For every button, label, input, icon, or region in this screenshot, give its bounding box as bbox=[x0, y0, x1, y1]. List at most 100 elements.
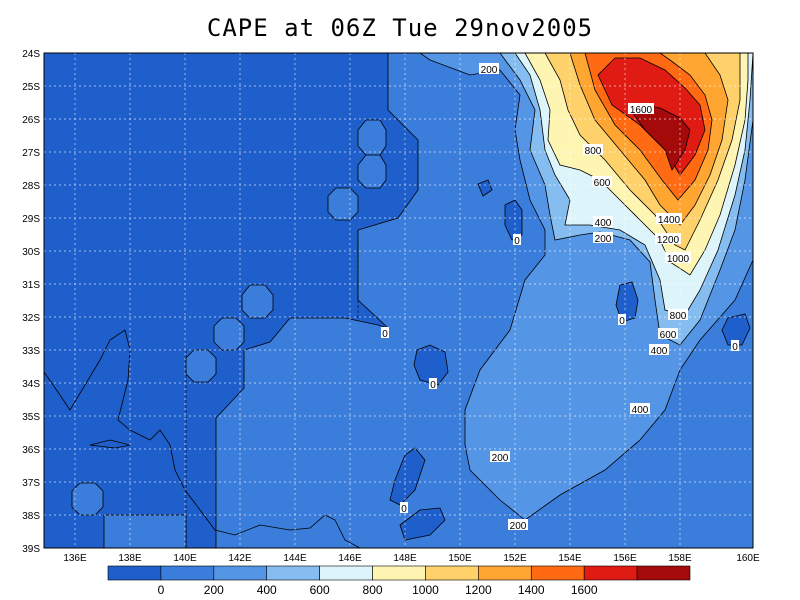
contour-label-bg bbox=[490, 451, 510, 462]
zero-contour-cell bbox=[389, 447, 426, 506]
contour-label-bg bbox=[429, 378, 437, 389]
land-cell bbox=[185, 349, 217, 383]
lon-label: 158E bbox=[668, 553, 692, 564]
contour-label: 0 bbox=[430, 380, 436, 391]
zero-contour-cell bbox=[615, 281, 639, 323]
contour-label: 400 bbox=[651, 346, 668, 357]
lat-label: 33S bbox=[22, 346, 40, 357]
lat-label: 35S bbox=[22, 412, 40, 423]
colorbar-label: 400 bbox=[257, 583, 277, 597]
zero-contour-cell bbox=[721, 313, 751, 346]
lat-label: 36S bbox=[22, 445, 40, 456]
colorbar-swatch bbox=[107, 565, 162, 581]
lat-label: 26S bbox=[22, 115, 40, 126]
lat-label: 37S bbox=[22, 478, 40, 489]
contour-label-bg bbox=[593, 216, 613, 227]
lon-label: 156E bbox=[613, 553, 637, 564]
colorbar-label: 1600 bbox=[571, 583, 598, 597]
land-cell bbox=[357, 154, 387, 189]
colorbar-swatch bbox=[160, 565, 215, 581]
contour-label-bg bbox=[731, 340, 739, 351]
lon-label: 144E bbox=[283, 553, 307, 564]
lon-label: 140E bbox=[173, 553, 197, 564]
colorbar-swatch bbox=[213, 565, 268, 581]
colorbar-swatch bbox=[636, 565, 691, 581]
grid bbox=[44, 53, 753, 548]
contour-label-bg bbox=[628, 103, 654, 114]
colorbar-swatch bbox=[530, 565, 585, 581]
colorbar-label: 600 bbox=[310, 583, 330, 597]
lat-label: 25S bbox=[22, 82, 40, 93]
contour-label: 400 bbox=[595, 218, 612, 229]
zero-contour-cell bbox=[413, 344, 449, 386]
land-cell bbox=[327, 187, 359, 221]
plot-frame bbox=[43, 52, 754, 549]
lon-axis: 136E 138E 140E 142E 144E 146E 148E 150E … bbox=[63, 553, 760, 564]
lat-label: 31S bbox=[22, 280, 40, 291]
lon-label: 136E bbox=[63, 553, 87, 564]
contour-label: 200 bbox=[595, 234, 612, 245]
map-title: CAPE at 06Z Tue 29nov2005 bbox=[206, 14, 594, 42]
contour-label-bg bbox=[649, 344, 669, 355]
land-cell bbox=[103, 514, 187, 548]
contour-label: 0 bbox=[401, 504, 407, 515]
colorbar-swatch bbox=[266, 565, 320, 581]
contour-label: 1400 bbox=[658, 215, 681, 226]
colorbar: 0 200 400 600 800 1000 1200 1400 1600 bbox=[107, 565, 691, 597]
lon-label: 138E bbox=[118, 553, 142, 564]
zero-contour-cell bbox=[477, 179, 493, 197]
contour-label: 200 bbox=[492, 453, 509, 464]
contour-label: 200 bbox=[481, 65, 498, 76]
contour-label: 0 bbox=[732, 342, 738, 353]
contour-label-bg bbox=[630, 403, 650, 414]
colorbar-label: 1000 bbox=[412, 583, 439, 597]
contour-label-bg bbox=[618, 314, 626, 325]
contour-label-bg bbox=[583, 144, 603, 155]
colorbar-swatch bbox=[425, 565, 479, 581]
lat-label: 27S bbox=[22, 148, 40, 159]
contour-label: 0 bbox=[382, 329, 388, 340]
colorbar-label: 800 bbox=[363, 583, 383, 597]
lon-label: 146E bbox=[338, 553, 362, 564]
contour-label: 600 bbox=[594, 178, 611, 189]
contour-label-bg bbox=[381, 327, 389, 338]
lat-axis: 24S 25S 26S 27S 28S 29S 30S 31S 32S 33S … bbox=[22, 49, 40, 555]
colorbar-swatch bbox=[478, 565, 532, 581]
contour-label-bg bbox=[592, 176, 612, 187]
contour-label-bg bbox=[656, 213, 682, 224]
contour-label: 0 bbox=[514, 236, 520, 247]
lat-label: 32S bbox=[22, 313, 40, 324]
lat-label: 30S bbox=[22, 247, 40, 258]
contour-label-bg bbox=[665, 252, 691, 263]
contour-labels: 200 1600 800 600 1400 1200 1000 400 200 0 0 0 0 0 800 6… bbox=[381, 63, 739, 532]
lon-label: 154E bbox=[558, 553, 582, 564]
contour-label-bg bbox=[593, 232, 613, 243]
contour-label: 200 bbox=[510, 521, 527, 532]
colorbar-label: 1200 bbox=[465, 583, 492, 597]
contour-label: 1000 bbox=[667, 254, 690, 265]
lon-label: 152E bbox=[503, 553, 527, 564]
coastline bbox=[44, 329, 361, 548]
contour-label-bg bbox=[508, 519, 528, 530]
colorbar-swatch bbox=[583, 565, 638, 581]
land-cell bbox=[357, 119, 387, 156]
lat-label: 24S bbox=[22, 49, 40, 60]
contour-label-bg bbox=[400, 502, 408, 513]
colorbar-swatch bbox=[372, 565, 426, 581]
lat-label: 34S bbox=[22, 379, 40, 390]
lat-label: 29S bbox=[22, 214, 40, 225]
contour-label-bg bbox=[479, 63, 499, 74]
land-cell bbox=[71, 482, 104, 516]
contour-label: 400 bbox=[632, 405, 649, 416]
colorbar-label: 200 bbox=[204, 583, 224, 597]
lon-label: 142E bbox=[228, 553, 252, 564]
land-cell bbox=[241, 284, 274, 319]
contour-label: 600 bbox=[660, 330, 677, 341]
land-cell bbox=[213, 317, 245, 351]
contour-label: 800 bbox=[670, 311, 687, 322]
lon-label: 148E bbox=[393, 553, 417, 564]
contour-label: 800 bbox=[585, 146, 602, 157]
contour-label: 1200 bbox=[657, 235, 680, 246]
colorbar-label: 0 bbox=[158, 583, 165, 597]
